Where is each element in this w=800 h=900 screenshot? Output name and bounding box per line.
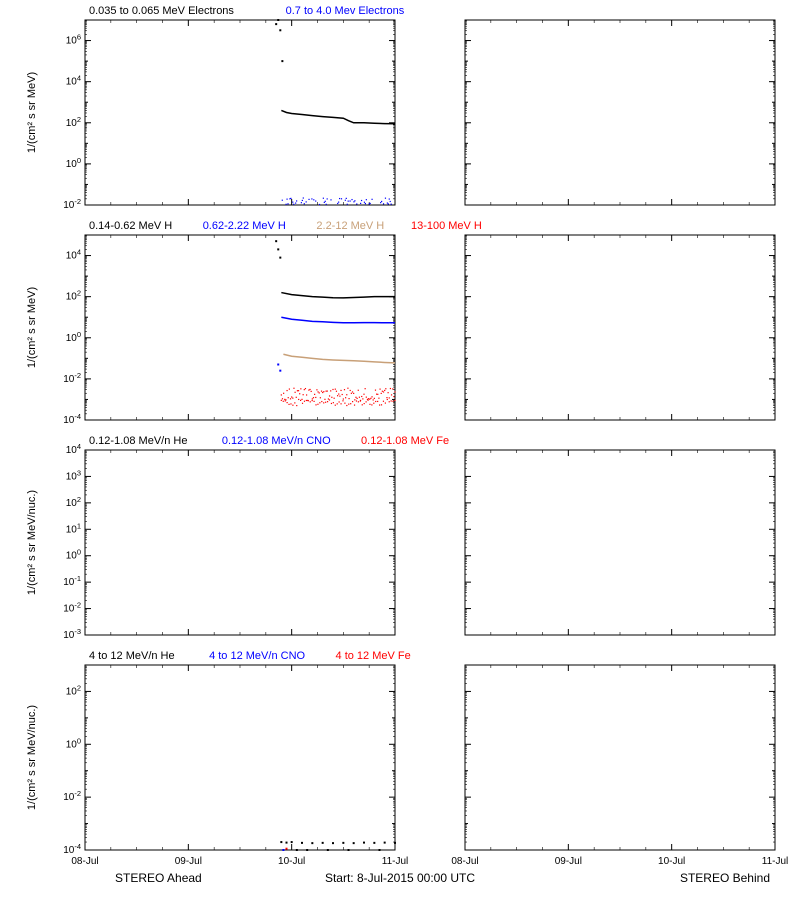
svg-text:100: 100 <box>66 156 81 170</box>
svg-text:0.12-1.08 MeV/n He: 0.12-1.08 MeV/n He <box>89 435 187 447</box>
svg-text:09-Jul: 09-Jul <box>555 856 582 867</box>
svg-text:1/(cm² s sr MeV): 1/(cm² s sr MeV) <box>26 287 38 368</box>
svg-text:102: 102 <box>66 115 81 129</box>
svg-text:0.12-1.08 MeV/n CNO: 0.12-1.08 MeV/n CNO <box>222 435 331 447</box>
svg-text:1/(cm² s sr MeV/nuc.): 1/(cm² s sr MeV/nuc.) <box>26 490 38 595</box>
svg-text:0.62-2.22 MeV H: 0.62-2.22 MeV H <box>203 220 286 232</box>
svg-text:0.14-0.62 MeV H: 0.14-0.62 MeV H <box>89 220 172 232</box>
svg-text:10-2: 10-2 <box>63 789 81 803</box>
svg-text:08-Jul: 08-Jul <box>71 856 98 867</box>
svg-text:102: 102 <box>66 289 81 303</box>
svg-text:1/(cm² s sr MeV): 1/(cm² s sr MeV) <box>26 72 38 153</box>
svg-text:4 to 12 MeV/n CNO: 4 to 12 MeV/n CNO <box>209 650 305 662</box>
svg-text:0.7 to 4.0 Mev Electrons: 0.7 to 4.0 Mev Electrons <box>286 5 405 17</box>
svg-text:10-Jul: 10-Jul <box>658 856 685 867</box>
svg-text:10-1: 10-1 <box>63 574 81 588</box>
svg-text:4 to 12 MeV/n He: 4 to 12 MeV/n He <box>89 650 175 662</box>
svg-text:11-Jul: 11-Jul <box>382 856 409 867</box>
svg-text:104: 104 <box>66 442 81 456</box>
svg-text:Start: 8-Jul-2015 00:00 UTC: Start: 8-Jul-2015 00:00 UTC <box>325 871 475 885</box>
svg-text:13-100 MeV H: 13-100 MeV H <box>411 220 482 232</box>
svg-text:101: 101 <box>66 521 81 535</box>
svg-text:100: 100 <box>66 548 81 562</box>
svg-text:STEREO Behind: STEREO Behind <box>680 871 770 885</box>
svg-text:1/(cm² s sr MeV/nuc.): 1/(cm² s sr MeV/nuc.) <box>26 705 38 810</box>
svg-text:104: 104 <box>66 248 81 262</box>
svg-text:0.035 to 0.065 MeV Electrons: 0.035 to 0.065 MeV Electrons <box>89 5 234 17</box>
svg-text:10-Jul: 10-Jul <box>278 856 305 867</box>
stereo-flux-panel-grid: 10-2 100 102 104 106 1/(cm² s sr MeV) 0.035 to… <box>0 0 800 900</box>
svg-text:10-2: 10-2 <box>63 197 81 211</box>
svg-text:4 to 12 MeV Fe: 4 to 12 MeV Fe <box>336 650 411 662</box>
svg-text:100: 100 <box>66 330 81 344</box>
svg-text:11-Jul: 11-Jul <box>762 856 789 867</box>
svg-text:10-3: 10-3 <box>63 627 81 641</box>
svg-text:STEREO Ahead: STEREO Ahead <box>115 871 202 885</box>
svg-text:102: 102 <box>66 495 81 509</box>
svg-text:102: 102 <box>66 683 81 697</box>
svg-text:2.2-12 MeV H: 2.2-12 MeV H <box>316 220 384 232</box>
svg-text:10-2: 10-2 <box>63 601 81 615</box>
svg-text:08-Jul: 08-Jul <box>451 856 478 867</box>
svg-text:09-Jul: 09-Jul <box>175 856 202 867</box>
svg-text:103: 103 <box>66 468 81 482</box>
svg-text:10-4: 10-4 <box>63 412 81 426</box>
svg-text:106: 106 <box>66 33 81 47</box>
svg-text:0.12-1.08 MeV Fe: 0.12-1.08 MeV Fe <box>361 435 449 447</box>
svg-text:104: 104 <box>66 74 81 88</box>
svg-text:10-2: 10-2 <box>63 371 81 385</box>
svg-text:100: 100 <box>66 736 81 750</box>
svg-text:10-4: 10-4 <box>63 842 81 856</box>
